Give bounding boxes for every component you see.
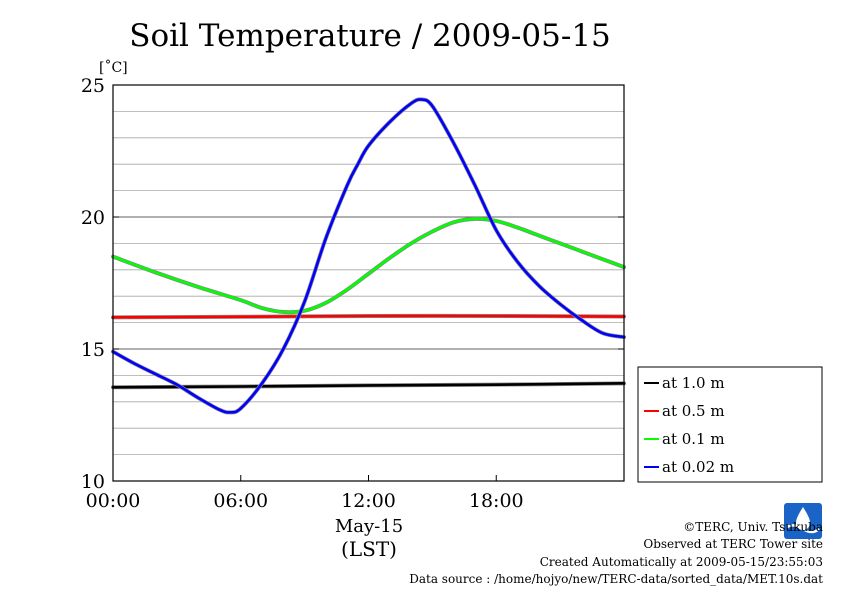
grid-lines: [113, 111, 624, 456]
y-tick-label: 25: [81, 75, 105, 97]
series-line-0: [111, 382, 626, 389]
legend: at 1.0 m at 0.5 m at 0.1 m at 0.02 m: [637, 366, 823, 483]
series-layer: [111, 97, 626, 415]
series-line-3: [111, 98, 626, 414]
footer-created: Created Automatically at 2009-05-15/23:5…: [539, 555, 823, 569]
axis-tick-labels: 10 15 20 25 00:00 06:00 12:00 18:00: [81, 75, 624, 512]
y-axis-unit-label: [˚C]: [99, 59, 128, 76]
legend-entry-label: at 0.1 m: [662, 430, 725, 448]
legend-box: [637, 366, 823, 483]
chart-title: Soil Temperature / 2009-05-15: [129, 18, 611, 54]
legend-entry-label: at 0.5 m: [662, 402, 725, 420]
footer-copyright: ©TERC, Univ. Tsukuba: [683, 520, 823, 534]
series-line-2: [111, 217, 626, 314]
x-tick-label: 18:00: [469, 490, 524, 512]
x-tick-label: 00:00: [86, 490, 141, 512]
x-tick-label: 12:00: [341, 490, 396, 512]
footer-data-source: Data source : /home/hojyo/new/TERC-data/…: [409, 572, 823, 586]
legend-entry-label: at 0.02 m: [662, 458, 734, 476]
x-axis-timezone-label: (LST): [341, 537, 397, 561]
y-tick-label: 20: [81, 207, 105, 229]
footer-observed: Observed at TERC Tower site: [643, 537, 823, 551]
y-tick-label: 15: [81, 339, 105, 361]
y-tick-label: 10: [81, 471, 105, 493]
series-line-1: [111, 314, 626, 319]
terc-logo: [784, 503, 822, 539]
x-axis-date-label: May-15: [335, 516, 403, 537]
series-line-outline-2: [111, 216, 626, 315]
x-tick-label: 06:00: [213, 490, 268, 512]
legend-entry-label: at 1.0 m: [662, 374, 725, 392]
